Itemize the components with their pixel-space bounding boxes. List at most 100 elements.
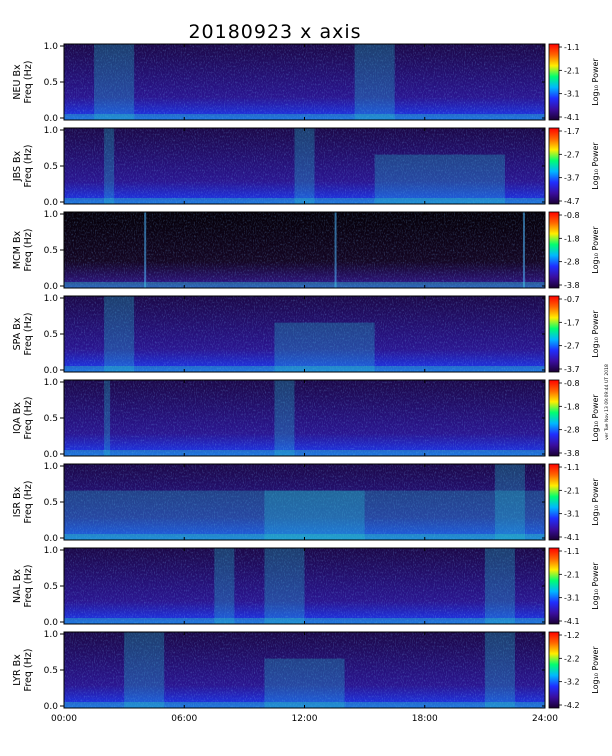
spectrogram-noise — [64, 548, 545, 624]
colorbar — [548, 211, 560, 289]
spectral-feature — [354, 44, 395, 120]
y-tick-label: 0.5 — [44, 162, 58, 172]
spectrogram-noise — [64, 464, 545, 540]
spectrogram-panel-lyr: 0.0 0.5 1.0 LYR Bx Freq (Hz) -1.2 -2.2 -3.2 -4.2… — [12, 630, 600, 712]
colorbar-tick-label: -1.1 — [564, 43, 580, 52]
y-tick-label: 0.0 — [44, 618, 59, 628]
spectral-feature — [522, 212, 525, 288]
y-tick-label: 1.0 — [44, 546, 59, 556]
spectrogram-panel-jbs: 0.0 0.5 1.0 JBS Bx Freq (Hz) -1.7 -2.7 -3.7 -4.7… — [12, 126, 600, 208]
spectrogram-panel-isr: 0.0 0.5 1.0 ISR Bx Freq (Hz) -1.1 -2.1 -3.1 -4.1… — [12, 462, 600, 544]
spectrogram-noise — [64, 128, 545, 204]
spectral-feature — [494, 464, 525, 540]
y-tick-label: 0.5 — [44, 582, 58, 592]
colorbar — [548, 631, 560, 709]
colorbar — [548, 127, 560, 205]
spectral-feature — [484, 548, 515, 624]
colorbar-label: Log₁₀ Power — [591, 394, 600, 442]
spectral-feature — [294, 128, 315, 204]
y-axis-label-freq: Freq (Hz) — [23, 397, 34, 440]
x-tick-label: 12:00 — [292, 714, 318, 724]
colorbar-tick-label: -2.8 — [564, 426, 580, 435]
y-axis-label-freq: Freq (Hz) — [23, 649, 34, 692]
colorbar-tick-label: -2.1 — [564, 570, 580, 579]
colorbar-label: Log₁₀ Power — [591, 226, 600, 274]
spectral-feature — [264, 658, 345, 708]
y-tick-label: 0.5 — [44, 330, 58, 340]
colorbar-tick-label: -2.1 — [564, 486, 580, 495]
y-tick-label: 0.0 — [44, 702, 59, 712]
spectral-feature — [274, 322, 375, 372]
spectral-feature — [264, 548, 305, 624]
colorbar-tick-label: -2.1 — [564, 66, 580, 75]
y-tick-label: 0.5 — [44, 78, 58, 88]
spectral-feature — [264, 490, 365, 540]
y-tick-label: 0.5 — [44, 666, 58, 676]
colorbar-tick-label: -1.2 — [564, 631, 580, 640]
colorbar — [548, 295, 560, 373]
spectral-feature — [484, 632, 515, 708]
colorbar-label: Log₁₀ Power — [591, 142, 600, 190]
colorbar-tick-label: -2.2 — [564, 654, 580, 663]
spectrogram-noise — [64, 632, 545, 708]
spectrogram-panel-neu: 0.0 0.5 1.0 NEU Bx Freq (Hz) -1.1 -2.1 -3.1 -4.1… — [12, 42, 600, 124]
y-axis-label-station: JBS Bx — [12, 150, 23, 182]
y-axis-label-station: LYR Bx — [12, 654, 23, 686]
x-tick-label: 00:00 — [51, 714, 77, 724]
version-note: ver Tue Nov 13 09:09:44 UT 2018 — [604, 364, 610, 440]
spectrogram-panel-spa: 0.0 0.5 1.0 SPA Bx Freq (Hz) -0.7 -1.7 -2.7 -3.7… — [12, 294, 600, 376]
colorbar-tick-label: -0.8 — [564, 379, 580, 388]
colorbar-tick-label: -1.7 — [564, 127, 580, 136]
y-axis-label-freq: Freq (Hz) — [23, 61, 34, 104]
colorbar-tick-label: -1.8 — [564, 234, 580, 243]
spectral-feature — [334, 212, 337, 288]
spectrogram-panel-iqa: 0.0 0.5 1.0 IQA Bx Freq (Hz) -0.8 -1.8 -2.8 -3.8… — [12, 378, 600, 460]
colorbar-label: Log₁₀ Power — [591, 562, 600, 610]
colorbar-tick-label: -1.1 — [564, 463, 580, 472]
y-tick-label: 1.0 — [44, 462, 59, 472]
spectral-feature — [374, 154, 505, 204]
y-tick-label: 0.0 — [44, 366, 59, 376]
y-axis-label-freq: Freq (Hz) — [23, 145, 34, 188]
y-tick-label: 0.5 — [44, 498, 58, 508]
colorbar-tick-label: -1.8 — [564, 402, 580, 411]
colorbar-tick-label: -2.7 — [564, 150, 580, 159]
y-axis-label-station: ISR Bx — [12, 486, 23, 517]
colorbar-tick-label: -3.2 — [564, 678, 580, 687]
colorbar — [548, 43, 560, 121]
colorbar — [548, 379, 560, 457]
colorbar-label: Log₁₀ Power — [591, 646, 600, 694]
y-tick-label: 1.0 — [44, 210, 59, 220]
x-tick-label: 18:00 — [412, 714, 438, 724]
colorbar-tick-label: -3.7 — [564, 174, 580, 183]
spectrogram-noise — [64, 380, 545, 456]
y-tick-label: 1.0 — [44, 630, 59, 640]
y-tick-label: 0.5 — [44, 246, 58, 256]
y-tick-label: 0.0 — [44, 534, 59, 544]
y-axis-label-station: MCM Bx — [12, 231, 23, 270]
colorbar-tick-label: -4.1 — [564, 617, 580, 626]
y-axis-label-station: NEU Bx — [12, 64, 23, 100]
colorbar-tick-label: -4.2 — [564, 701, 580, 710]
y-tick-label: 1.0 — [44, 378, 59, 388]
spectrogram-noise — [64, 212, 545, 288]
colorbar-tick-label: -0.7 — [564, 295, 580, 304]
colorbar — [548, 463, 560, 541]
y-axis-label-station: SPA Bx — [12, 317, 23, 350]
y-tick-label: 0.0 — [44, 114, 59, 124]
spectrogram-noise — [64, 296, 545, 372]
colorbar-label: Log₁₀ Power — [591, 310, 600, 358]
spectral-feature — [214, 548, 235, 624]
colorbar-tick-label: -3.1 — [564, 594, 580, 603]
colorbar-tick-label: -3.1 — [564, 90, 580, 99]
spectral-feature — [274, 380, 295, 456]
colorbar-tick-label: -4.7 — [564, 197, 580, 206]
y-axis-label-station: IQA Bx — [12, 402, 23, 434]
spectrogram-noise — [64, 44, 545, 120]
y-tick-label: 0.0 — [44, 450, 59, 460]
x-tick-label: 06:00 — [171, 714, 197, 724]
colorbar-tick-label: -3.8 — [564, 449, 580, 458]
